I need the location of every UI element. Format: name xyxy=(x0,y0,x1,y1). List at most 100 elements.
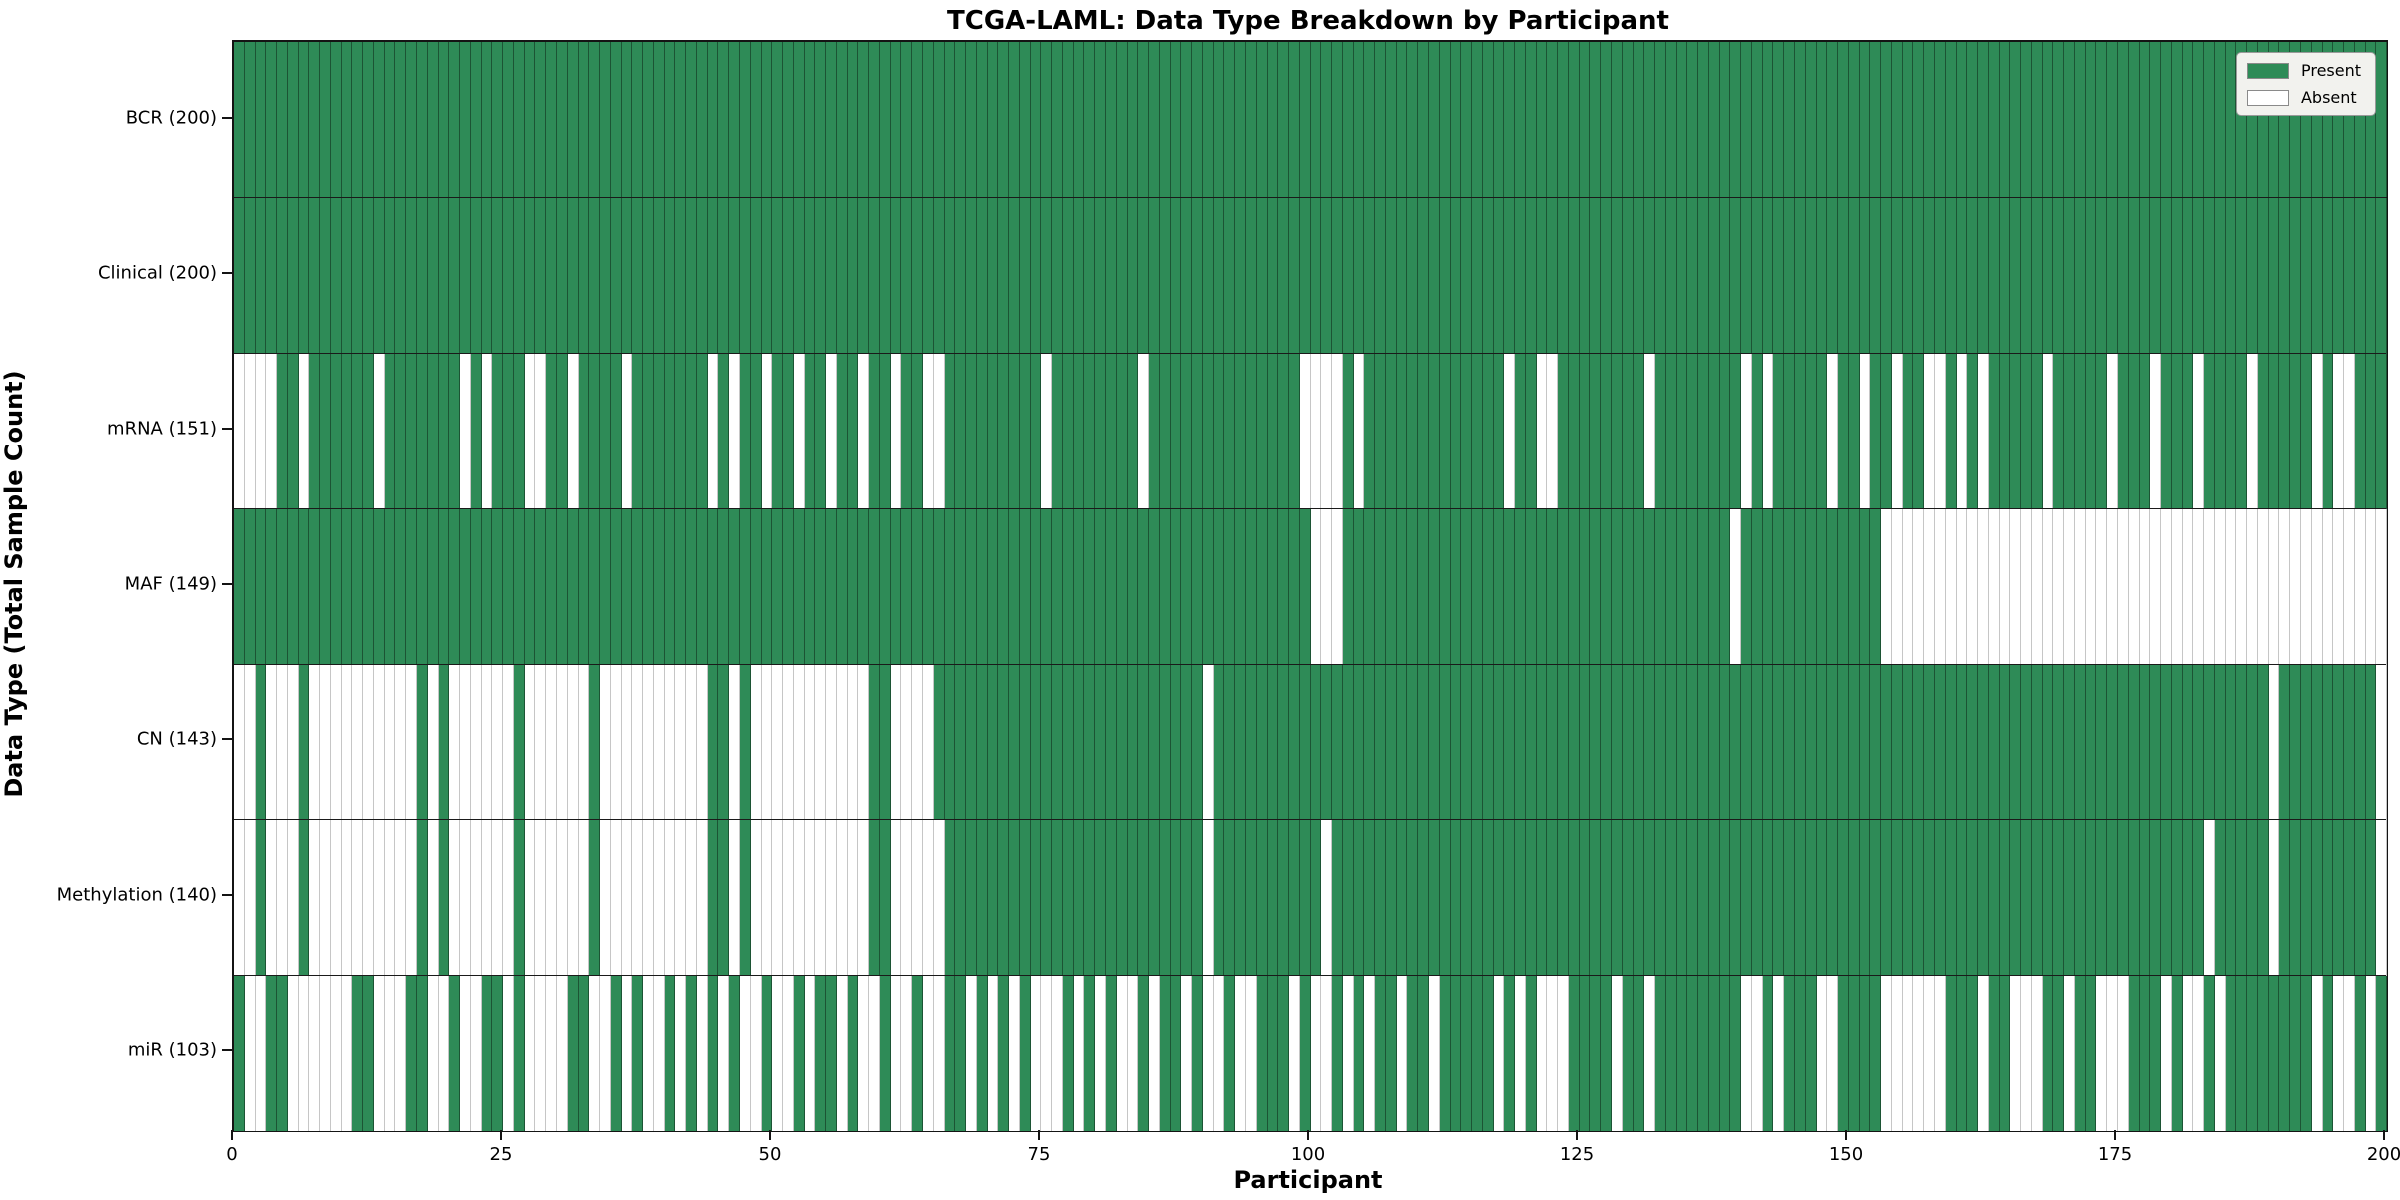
cell-mRNA-117 xyxy=(1493,353,1505,510)
cell-mRNA-136 xyxy=(1698,353,1709,510)
cell-CN-79 xyxy=(1084,664,1096,821)
cell-Clinical-45 xyxy=(718,198,730,354)
cell-CN-173 xyxy=(2096,664,2108,821)
cell-mRNA-40 xyxy=(664,353,676,510)
cell-Methylation-57 xyxy=(847,820,859,976)
cell-Clinical-152 xyxy=(1870,198,1882,354)
cell-Clinical-151 xyxy=(1859,198,1871,354)
cell-MAF-104 xyxy=(1353,509,1365,665)
cell-mRNA-16 xyxy=(406,353,418,510)
cell-CN-2 xyxy=(255,664,267,821)
cell-Clinical-15 xyxy=(395,198,407,354)
cell-MAF-150 xyxy=(1848,509,1860,665)
cell-CN-90 xyxy=(1202,664,1214,821)
cell-CN-186 xyxy=(2236,664,2248,821)
cell-Methylation-167 xyxy=(2031,820,2043,976)
cell-miR-97 xyxy=(1278,975,1290,1131)
cell-Clinical-175 xyxy=(2117,198,2129,354)
cell-Clinical-109 xyxy=(1407,198,1419,354)
cell-Methylation-180 xyxy=(2171,820,2183,976)
x-tick-mark-200 xyxy=(2383,1130,2385,1140)
cell-CN-34 xyxy=(600,664,611,821)
cell-miR-39 xyxy=(653,975,665,1131)
y-tick-label-mRNA: mRNA (151) xyxy=(107,418,217,440)
cell-miR-179 xyxy=(2161,975,2172,1131)
cell-Methylation-174 xyxy=(2107,820,2118,976)
cell-MAF-90 xyxy=(1202,509,1214,665)
heatmap-row-MAF xyxy=(234,508,2388,665)
cell-BCR-133 xyxy=(1665,42,1677,198)
cell-Clinical-183 xyxy=(2204,198,2215,354)
cell-Methylation-112 xyxy=(1439,820,1451,976)
cell-Clinical-64 xyxy=(923,198,934,354)
cell-MAF-83 xyxy=(1127,509,1139,665)
cell-CN-162 xyxy=(1978,664,1989,821)
cell-miR-4 xyxy=(277,975,288,1131)
cell-BCR-149 xyxy=(1838,42,1849,198)
cell-MAF-44 xyxy=(707,509,719,665)
cell-miR-58 xyxy=(858,975,870,1131)
cell-MAF-41 xyxy=(675,509,687,665)
cell-CN-157 xyxy=(1924,664,1935,821)
cell-Clinical-1 xyxy=(244,198,256,354)
cell-BCR-168 xyxy=(2042,42,2054,198)
cell-BCR-181 xyxy=(2182,42,2194,198)
cell-CN-22 xyxy=(470,664,482,821)
cell-Methylation-69 xyxy=(976,820,988,976)
cell-mRNA-173 xyxy=(2096,353,2108,510)
cell-Methylation-166 xyxy=(2021,820,2032,976)
cell-Methylation-51 xyxy=(783,820,794,976)
cell-miR-38 xyxy=(643,975,654,1131)
cell-miR-52 xyxy=(793,975,805,1131)
cell-Clinical-129 xyxy=(1622,198,1634,354)
cell-Methylation-44 xyxy=(707,820,719,976)
cell-miR-130 xyxy=(1633,975,1645,1131)
cell-BCR-45 xyxy=(718,42,730,198)
cell-MAF-134 xyxy=(1676,509,1688,665)
cell-Clinical-136 xyxy=(1698,198,1709,354)
cell-BCR-54 xyxy=(815,42,827,198)
cell-MAF-64 xyxy=(923,509,934,665)
cell-CN-172 xyxy=(2085,664,2097,821)
cell-Clinical-121 xyxy=(1536,198,1548,354)
cell-miR-163 xyxy=(1988,975,2000,1131)
cell-Methylation-130 xyxy=(1633,820,1645,976)
cell-MAF-166 xyxy=(2021,509,2032,665)
cell-Methylation-141 xyxy=(1751,820,1763,976)
cell-mRNA-104 xyxy=(1353,353,1365,510)
cell-MAF-189 xyxy=(2268,509,2280,665)
legend-entry-present: Present xyxy=(2246,61,2361,80)
cell-mRNA-185 xyxy=(2225,353,2237,510)
cell-MAF-120 xyxy=(1525,509,1537,665)
cell-BCR-179 xyxy=(2161,42,2172,198)
cell-BCR-182 xyxy=(2193,42,2205,198)
cell-miR-35 xyxy=(610,975,622,1131)
cell-Methylation-102 xyxy=(1332,820,1343,976)
cell-MAF-110 xyxy=(1418,509,1429,665)
cell-CN-182 xyxy=(2193,664,2205,821)
cell-BCR-138 xyxy=(1719,42,1731,198)
cell-mRNA-81 xyxy=(1106,353,1117,510)
cell-miR-129 xyxy=(1622,975,1634,1131)
cell-miR-28 xyxy=(535,975,547,1131)
cell-Methylation-121 xyxy=(1536,820,1548,976)
cell-mRNA-95 xyxy=(1256,353,1268,510)
cell-MAF-89 xyxy=(1192,509,1203,665)
cell-mRNA-62 xyxy=(901,353,913,510)
cell-Clinical-178 xyxy=(2150,198,2162,354)
cell-mRNA-112 xyxy=(1439,353,1451,510)
cell-CN-176 xyxy=(2128,664,2140,821)
cell-CN-187 xyxy=(2247,664,2258,821)
cell-Methylation-165 xyxy=(2010,820,2022,976)
cell-MAF-86 xyxy=(1159,509,1171,665)
cell-BCR-42 xyxy=(686,42,697,198)
cell-mRNA-142 xyxy=(1762,353,1774,510)
cell-Clinical-11 xyxy=(352,198,364,354)
cell-MAF-164 xyxy=(1999,509,2011,665)
cell-miR-166 xyxy=(2021,975,2032,1131)
cell-miR-139 xyxy=(1730,975,1742,1131)
cell-Clinical-145 xyxy=(1795,198,1806,354)
cell-CN-111 xyxy=(1428,664,1440,821)
cell-miR-91 xyxy=(1213,975,1225,1131)
cell-CN-151 xyxy=(1859,664,1871,821)
